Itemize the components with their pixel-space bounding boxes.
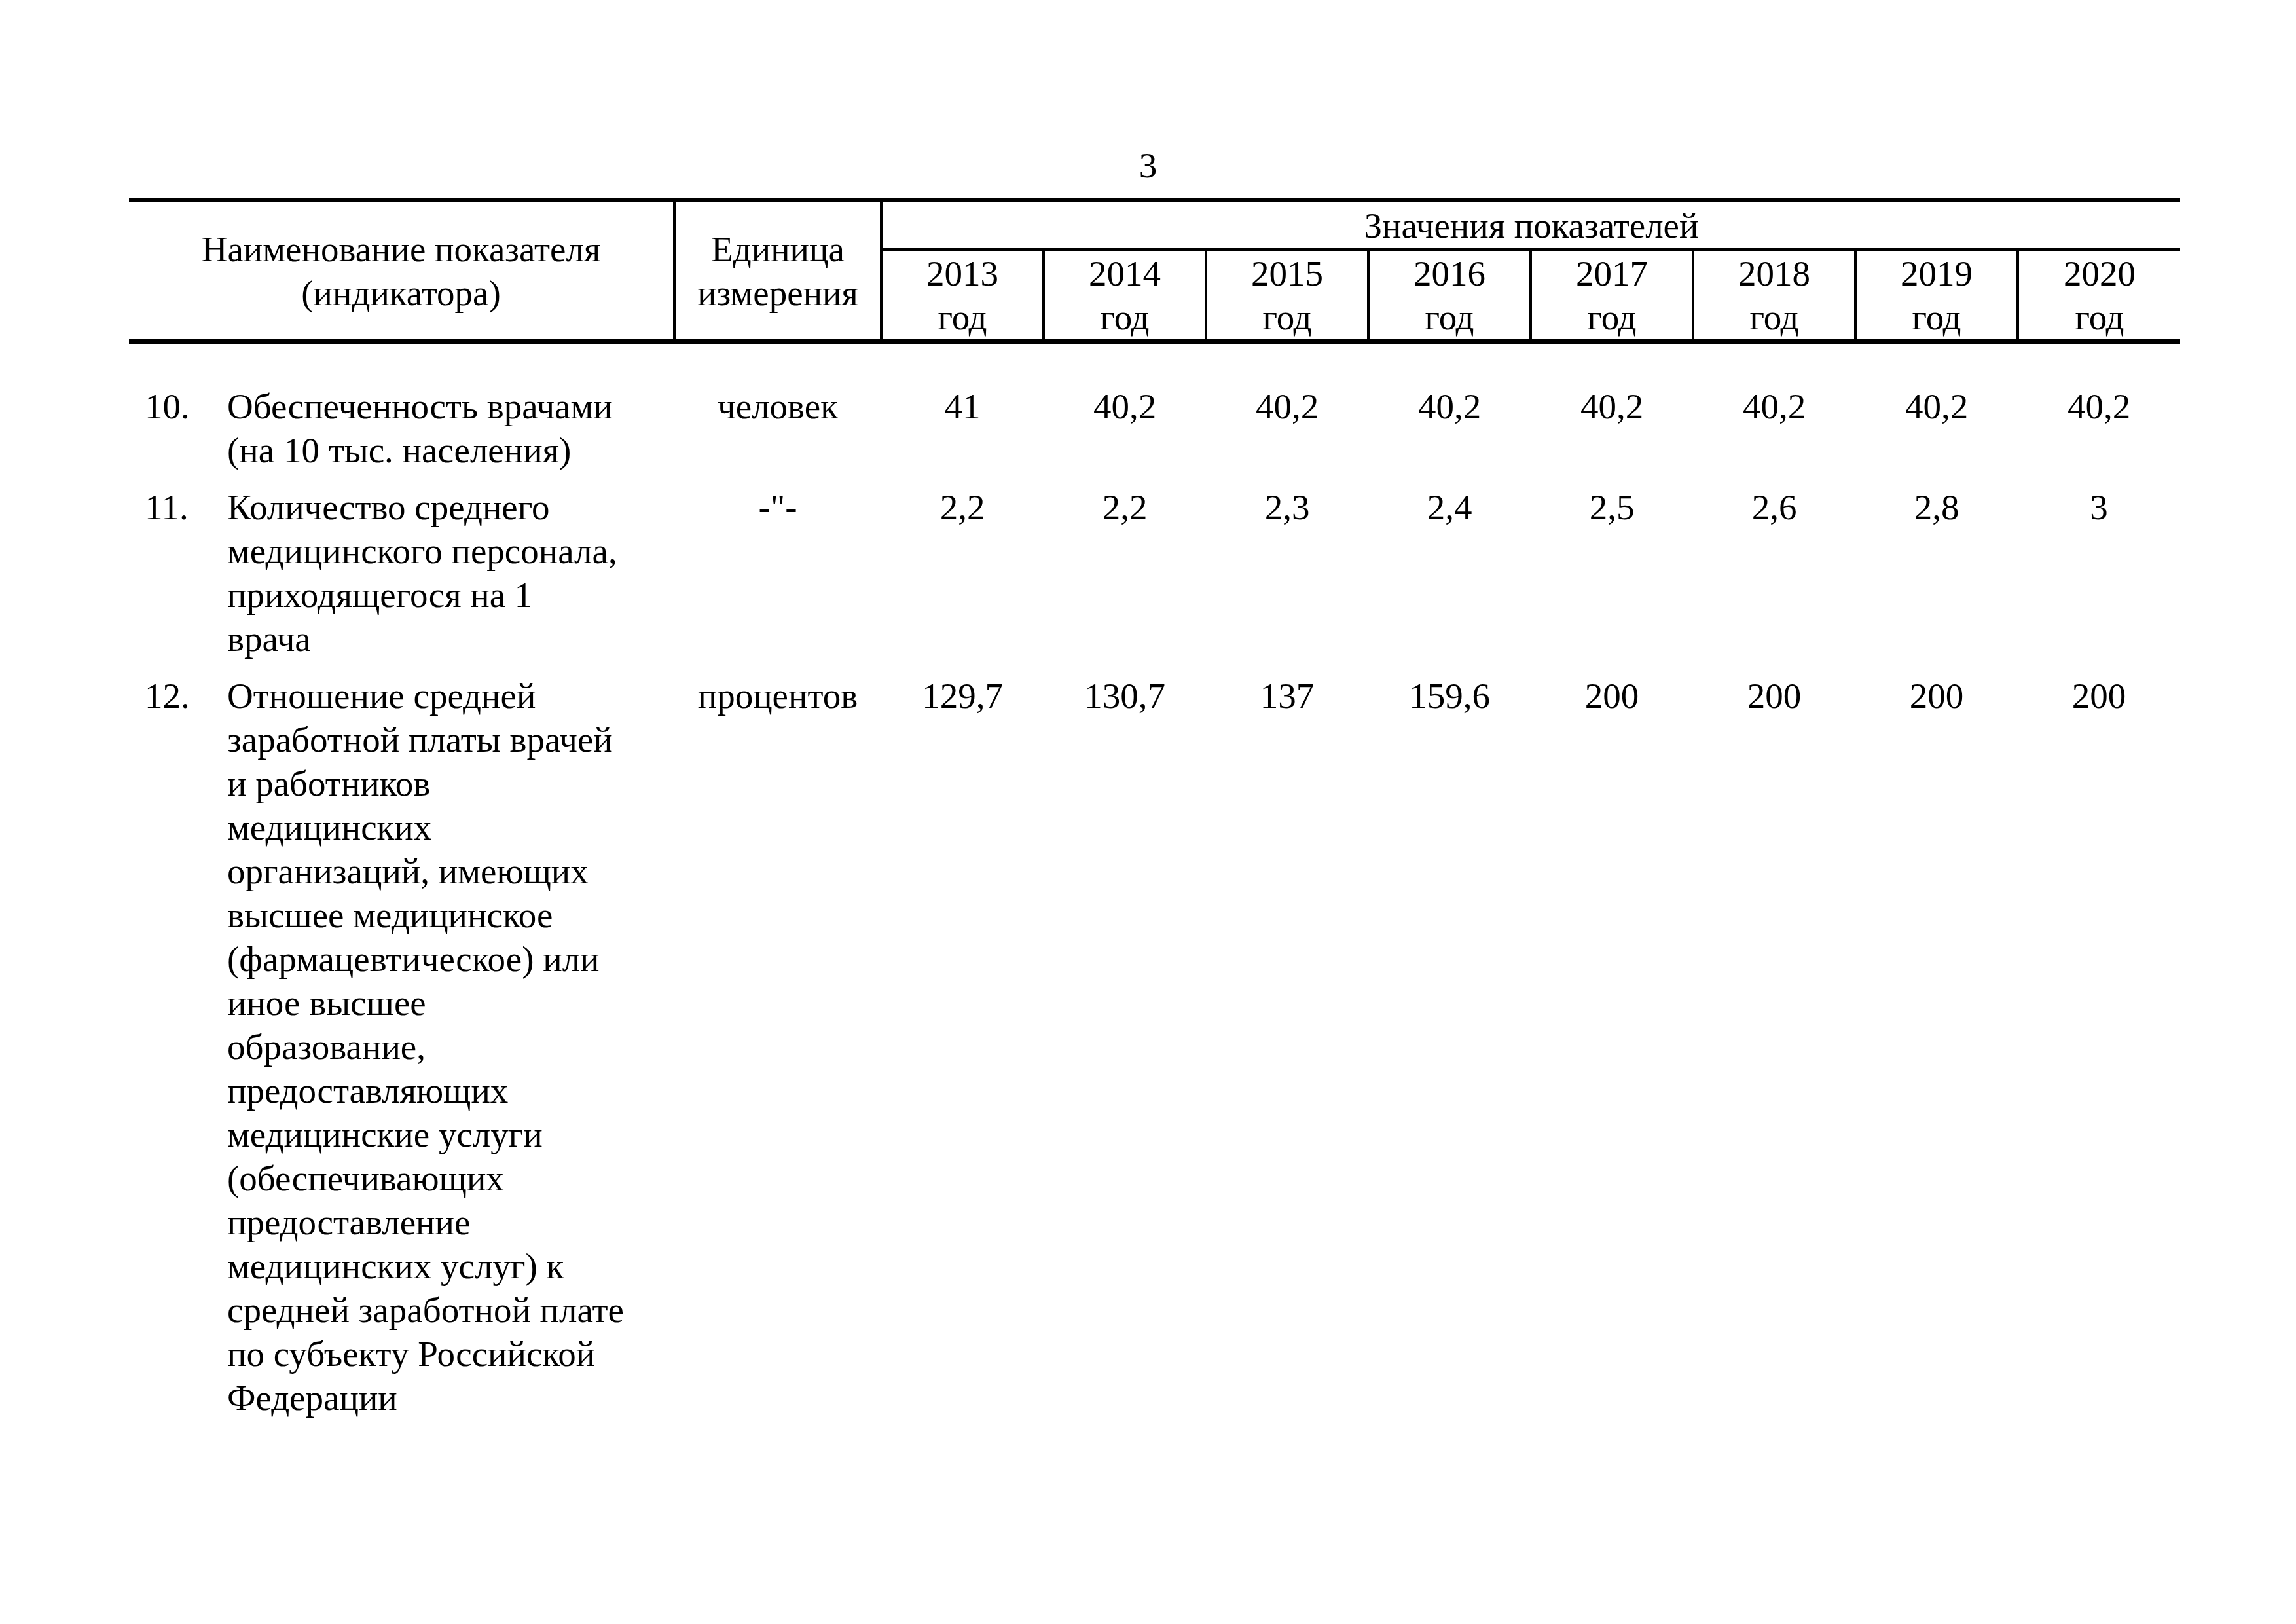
indicator-cell: 10. Обеспеченность врачами (на 10 тыс. н… (129, 342, 674, 486)
value-cell-2020: 40,2 (2018, 342, 2180, 486)
indicator-cell: 12. Отношение средней заработной платы в… (129, 674, 674, 1433)
value-cell-2014: 130,7 (1044, 674, 1206, 1433)
value-cell-2015: 40,2 (1206, 342, 1368, 486)
value-cell-2019: 200 (1855, 674, 2018, 1433)
header-indicator-name: Наименование показателя (индикатора) (129, 200, 674, 342)
value-cell-2015: 2,3 (1206, 485, 1368, 674)
value-cell-2017: 40,2 (1531, 342, 1693, 486)
value-cell-2014: 40,2 (1044, 342, 1206, 486)
year-word: год (1045, 295, 1205, 339)
header-values-group: Значения показателей (881, 200, 2180, 249)
year-word: год (1857, 295, 2016, 339)
indicators-table: Наименование показателя (индикатора) Еди… (129, 198, 2180, 1433)
year-word: год (1694, 295, 1854, 339)
year-label: 2014 (1045, 251, 1205, 295)
table-body: 10. Обеспеченность врачами (на 10 тыс. н… (129, 342, 2180, 1433)
header-year-2019: 2019год (1855, 249, 2018, 342)
indicator-name: Отношение средней заработной платы враче… (227, 674, 674, 1420)
table-row-10: 10. Обеспеченность врачами (на 10 тыс. н… (129, 342, 2180, 486)
indicator-name: Количество среднего медицинского персона… (227, 485, 674, 661)
header-unit: Единица измерения (674, 200, 881, 342)
year-label: 2019 (1857, 251, 2016, 295)
header-year-2015: 2015год (1206, 249, 1368, 342)
year-label: 2018 (1694, 251, 1854, 295)
row-number: 12. (145, 674, 227, 718)
year-label: 2020 (2019, 251, 2180, 295)
year-word: год (2019, 295, 2180, 339)
value-cell-2018: 2,6 (1693, 485, 1855, 674)
table-header: Наименование показателя (индикатора) Еди… (129, 200, 2180, 342)
year-word: год (1532, 295, 1692, 339)
value-cell-2015: 137 (1206, 674, 1368, 1433)
row-number: 10. (145, 384, 227, 428)
value-cell-2019: 2,8 (1855, 485, 2018, 674)
header-row-group: Наименование показателя (индикатора) Еди… (129, 200, 2180, 249)
year-label: 2013 (883, 251, 1042, 295)
value-cell-2017: 200 (1531, 674, 1693, 1433)
indicator-cell: 11. Количество среднего медицинского пер… (129, 485, 674, 674)
header-year-2013: 2013год (881, 249, 1044, 342)
value-cell-2013: 2,2 (881, 485, 1044, 674)
year-label: 2015 (1207, 251, 1367, 295)
value-cell-2013: 41 (881, 342, 1044, 486)
value-cell-2016: 2,4 (1368, 485, 1531, 674)
table-row-12: 12. Отношение средней заработной платы в… (129, 674, 2180, 1433)
value-cell-2018: 40,2 (1693, 342, 1855, 486)
value-cell-2017: 2,5 (1531, 485, 1693, 674)
value-cell-2016: 159,6 (1368, 674, 1531, 1433)
year-label: 2016 (1370, 251, 1529, 295)
value-cell-2013: 129,7 (881, 674, 1044, 1433)
header-year-2018: 2018год (1693, 249, 1855, 342)
header-year-2020: 2020год (2018, 249, 2180, 342)
year-word: год (1370, 295, 1529, 339)
value-cell-2020: 3 (2018, 485, 2180, 674)
year-word: год (1207, 295, 1367, 339)
value-cell-2016: 40,2 (1368, 342, 1531, 486)
value-cell-2019: 40,2 (1855, 342, 2018, 486)
value-cell-2020: 200 (2018, 674, 2180, 1433)
year-label: 2017 (1532, 251, 1692, 295)
year-word: год (883, 295, 1042, 339)
table-row-11: 11. Количество среднего медицинского пер… (129, 485, 2180, 674)
unit-cell: человек (674, 342, 881, 486)
document-page: 3 Наименование показателя (индикатора) Е… (0, 0, 2296, 1624)
unit-cell: -"- (674, 485, 881, 674)
row-number: 11. (145, 485, 227, 529)
page-number: 3 (0, 143, 2296, 187)
unit-cell: процентов (674, 674, 881, 1433)
header-year-2016: 2016год (1368, 249, 1531, 342)
header-year-2014: 2014год (1044, 249, 1206, 342)
indicator-name: Обеспеченность врачами (на 10 тыс. насел… (227, 384, 674, 472)
value-cell-2014: 2,2 (1044, 485, 1206, 674)
value-cell-2018: 200 (1693, 674, 1855, 1433)
header-year-2017: 2017год (1531, 249, 1693, 342)
